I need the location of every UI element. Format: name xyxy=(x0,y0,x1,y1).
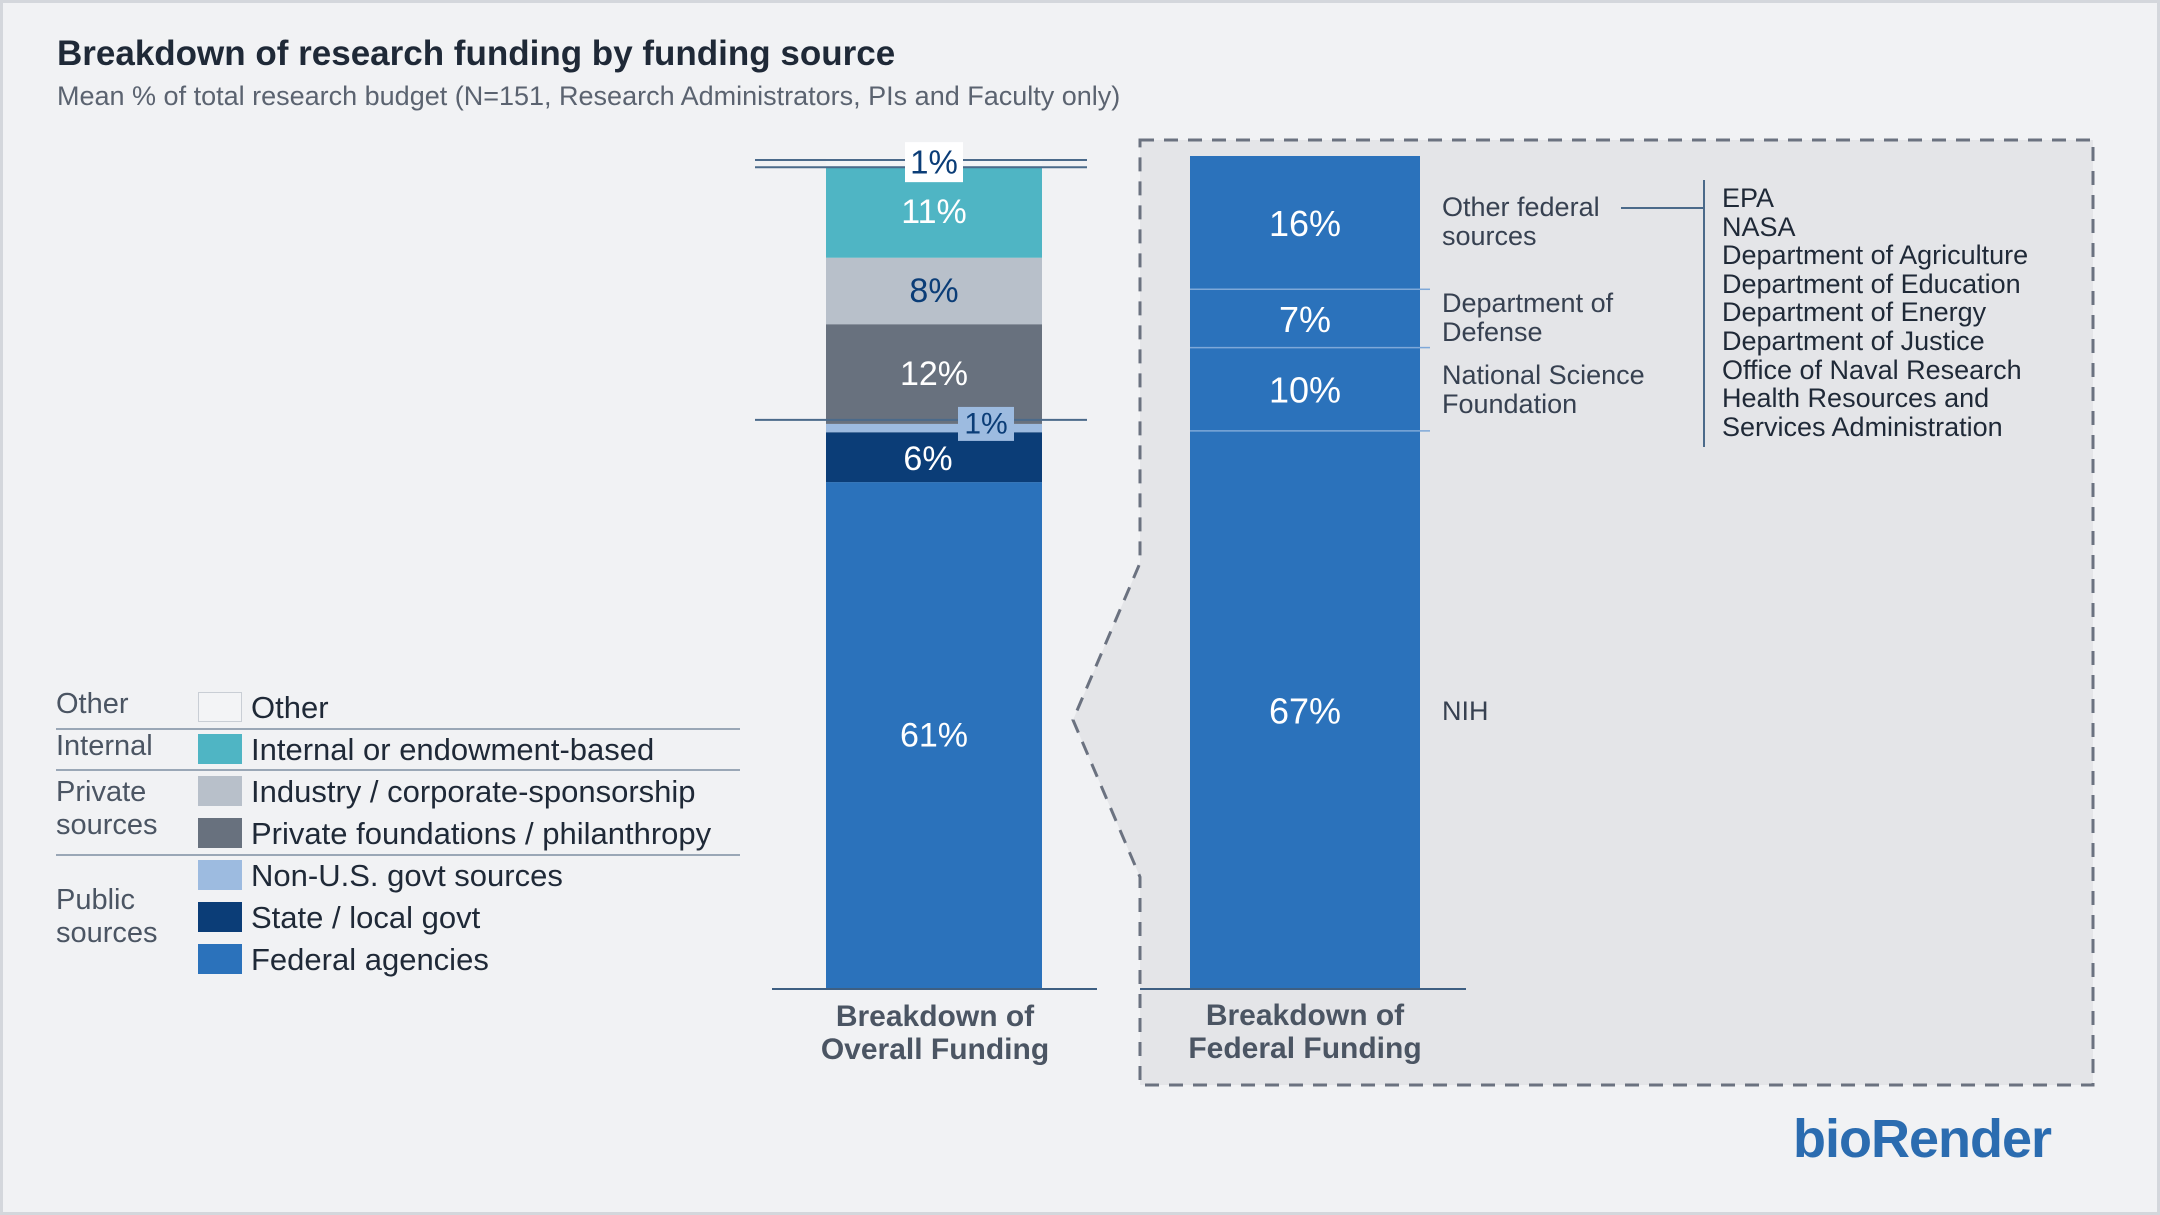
legend-swatch xyxy=(198,860,242,890)
legend-label: Internal or endowment-based xyxy=(251,732,655,767)
bar-value-label: 16% xyxy=(1269,203,1341,244)
agency-item: NASA xyxy=(1722,211,1796,242)
legend-label: Private foundations / philanthropy xyxy=(251,816,712,851)
non-us-label-box xyxy=(958,406,1014,441)
legend-group-internal: Internal xyxy=(56,730,153,762)
legend-label: Other xyxy=(251,690,329,725)
bar-value-label: 12% xyxy=(900,355,968,393)
federal-bar-caption: Breakdown of Federal Funding xyxy=(1188,999,1422,1065)
bar-segment xyxy=(1190,289,1420,348)
agency-item: Department of Energy xyxy=(1722,297,1987,328)
bar-value-label: 1% xyxy=(910,144,958,181)
legend-group-public: Public sources xyxy=(56,884,158,949)
legend-label: Non-U.S. govt sources xyxy=(251,858,563,893)
federal-label-nsf: National Science Foundation xyxy=(1442,360,1645,419)
bar-value-label: 1% xyxy=(964,407,1007,440)
legend-swatch xyxy=(198,818,242,848)
agency-item: Department of Education xyxy=(1722,268,2021,299)
legend-divider xyxy=(56,728,740,730)
bar-segment xyxy=(1190,156,1420,290)
bar-value-label: 8% xyxy=(909,272,958,310)
bar-segment xyxy=(826,423,1042,433)
agency-item: Department of Justice xyxy=(1722,325,1985,356)
bar-segment xyxy=(1190,347,1420,431)
agency-item: Health Resources and Services Administra… xyxy=(1722,383,2003,442)
bar-value-label: 11% xyxy=(901,193,967,231)
federal-label-nih: NIH xyxy=(1442,696,1489,726)
legend-label: State / local govt xyxy=(251,900,481,935)
bar-value-label: 61% xyxy=(900,717,968,755)
legend-label: Federal agencies xyxy=(251,942,489,977)
bar-value-label: 6% xyxy=(903,440,952,478)
chart-subtitle: Mean % of total research budget (N=151, … xyxy=(57,81,1121,111)
legend-swatch xyxy=(198,692,242,722)
other-label-box xyxy=(905,142,963,183)
overall-bar-caption: Breakdown of Overall Funding xyxy=(820,1000,1050,1066)
legend-divider xyxy=(56,854,740,856)
bar-value-label: 67% xyxy=(1269,690,1341,731)
bar-segment xyxy=(1190,430,1420,989)
bar-segment xyxy=(826,257,1042,325)
agency-item: Office of Naval Research xyxy=(1722,354,2022,385)
federal-label-dod: Department of Defense xyxy=(1442,288,1614,347)
agency-item: Department of Agriculture xyxy=(1722,240,2029,271)
legend-swatch xyxy=(198,734,242,764)
legend-divider xyxy=(56,769,740,771)
legend-swatch xyxy=(198,776,242,806)
bar-segment xyxy=(826,482,1042,989)
federal-label-other: Other federal sources xyxy=(1442,192,1600,251)
chart-title: Breakdown of research funding by funding… xyxy=(57,34,896,73)
agency-item: EPA xyxy=(1722,183,1775,213)
legend-swatch xyxy=(198,944,242,974)
biorender-logo: bioRender xyxy=(1793,1109,2052,1169)
legend-group-private: Private sources xyxy=(56,776,158,841)
legend-swatch xyxy=(198,902,242,932)
legend-group-other: Other xyxy=(56,688,129,720)
legend-label: Industry / corporate-sponsorship xyxy=(251,774,696,809)
bar-value-label: 7% xyxy=(1279,299,1331,340)
bar-value-label: 10% xyxy=(1269,370,1341,411)
other-federal-sources-list: EPA NASA Department of Agriculture Depar… xyxy=(1722,184,2028,441)
